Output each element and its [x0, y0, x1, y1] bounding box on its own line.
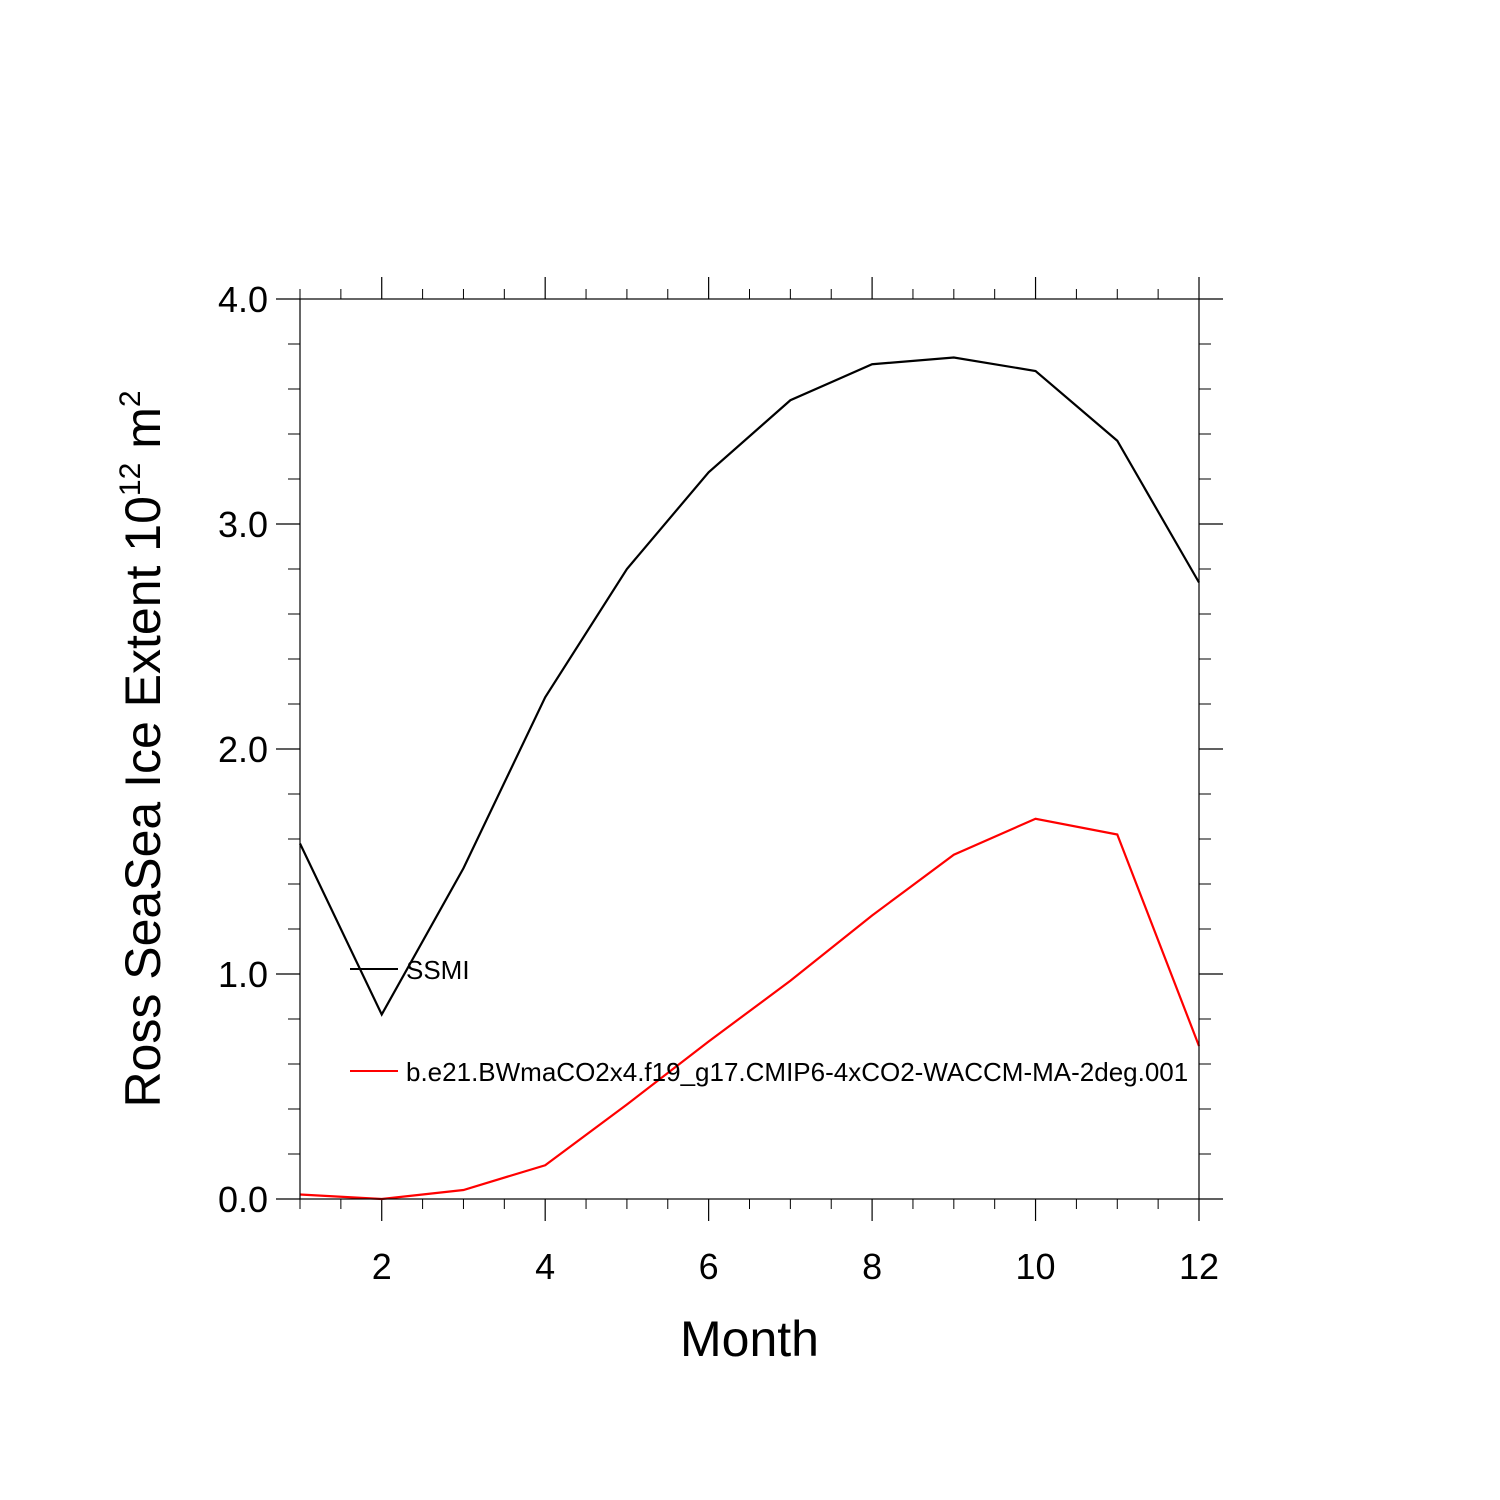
plot-frame [299, 298, 1200, 1200]
y-axis-title-unit-exponent: 2 [114, 390, 147, 407]
y-tick-label: 1.0 [218, 954, 268, 995]
y-axis-title-exponent: 12 [114, 463, 147, 496]
series-lines [299, 356, 1201, 1201]
y-axis-title-text: Ross SeaSea Ice Extent 10 [115, 496, 171, 1107]
y-tick-label: 4.0 [218, 279, 268, 320]
axis-ticks [276, 277, 1223, 1221]
series-line-model [299, 817, 1201, 1201]
series-line-ssmi [299, 356, 1200, 1017]
x-tick-label: 2 [372, 1246, 392, 1287]
x-axis-title: Month [680, 1311, 819, 1367]
legend-label-model: b.e21.BWmaCO2x4.f19_g17.CMIP6-4xCO2-WACC… [406, 1057, 1188, 1087]
x-tick-label: 12 [1179, 1246, 1219, 1287]
y-tick-label: 3.0 [218, 504, 268, 545]
y-axis-title: Ross SeaSea Ice Extent 1012 m2 [114, 390, 171, 1107]
y-tick-label: 2.0 [218, 729, 268, 770]
x-tick-label: 10 [1016, 1246, 1056, 1287]
y-tick-label: 0.0 [218, 1179, 268, 1220]
y-axis-title-unit: m [115, 407, 171, 463]
legend: SSMI b.e21.BWmaCO2x4.f19_g17.CMIP6-4xCO2… [350, 955, 1188, 1087]
x-tick-label: 4 [535, 1246, 555, 1287]
x-tick-label: 6 [699, 1246, 719, 1287]
tick-labels: 0.0 1.0 2.0 3.0 4.0 2 4 6 8 10 12 [218, 279, 1219, 1287]
legend-label-ssmi: SSMI [406, 955, 470, 985]
x-tick-label: 8 [862, 1246, 882, 1287]
